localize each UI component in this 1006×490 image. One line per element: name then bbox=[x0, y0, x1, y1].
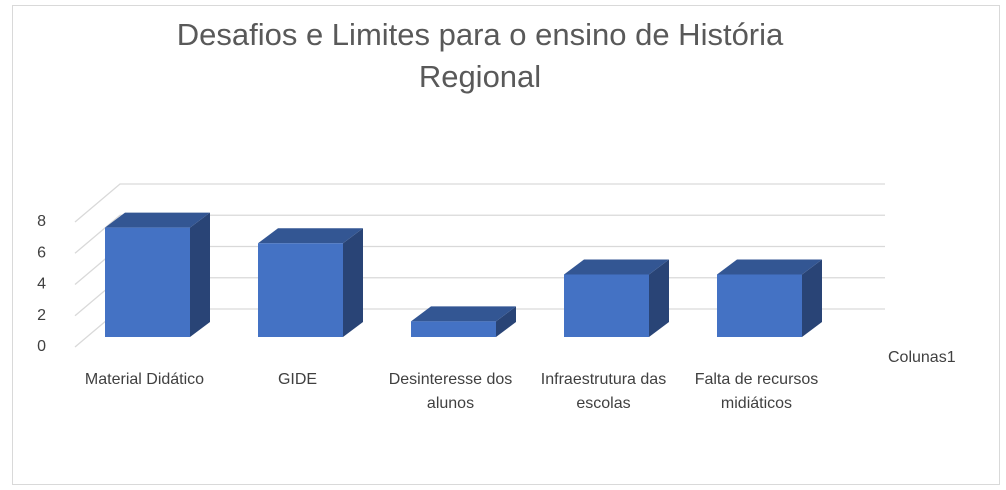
bar-front bbox=[564, 274, 649, 337]
bar-side bbox=[190, 212, 210, 337]
x-tick-label: Falta de recursos midiáticos bbox=[694, 371, 819, 412]
bar-front bbox=[258, 243, 343, 337]
y-tick-label: 8 bbox=[37, 213, 46, 230]
y-tick-label: 2 bbox=[37, 307, 46, 324]
bar-top bbox=[258, 228, 363, 244]
bar-side bbox=[802, 259, 822, 337]
bar-top bbox=[564, 259, 669, 275]
bar bbox=[105, 212, 210, 337]
bar-top bbox=[105, 212, 210, 228]
bar bbox=[717, 259, 822, 337]
bar bbox=[564, 259, 669, 337]
legend-label: Colunas1 bbox=[888, 349, 956, 366]
bar-top bbox=[717, 259, 822, 275]
bar bbox=[411, 306, 516, 337]
bar bbox=[258, 228, 363, 337]
bar-top bbox=[411, 306, 516, 322]
bar-front bbox=[411, 321, 496, 337]
bar-side bbox=[343, 228, 363, 337]
x-tick-label: GIDE bbox=[277, 371, 318, 388]
grid-line bbox=[74, 214, 885, 254]
bar-side bbox=[649, 259, 669, 337]
x-tick-label: Desinteresse dos alunos bbox=[388, 371, 513, 412]
y-tick-label: 0 bbox=[37, 338, 46, 355]
x-tick-label: Material Didático bbox=[84, 371, 205, 388]
y-tick-label: 4 bbox=[37, 276, 46, 293]
grid-line bbox=[74, 183, 885, 223]
y-tick-label: 6 bbox=[37, 244, 46, 261]
bar-front bbox=[105, 227, 190, 337]
chart-title: Desafios e Limites para o ensino de Hist… bbox=[176, 17, 784, 94]
x-tick-label: Infraestrutura das escolas bbox=[540, 371, 667, 412]
bar-side bbox=[496, 306, 516, 337]
bar-front bbox=[717, 274, 802, 337]
